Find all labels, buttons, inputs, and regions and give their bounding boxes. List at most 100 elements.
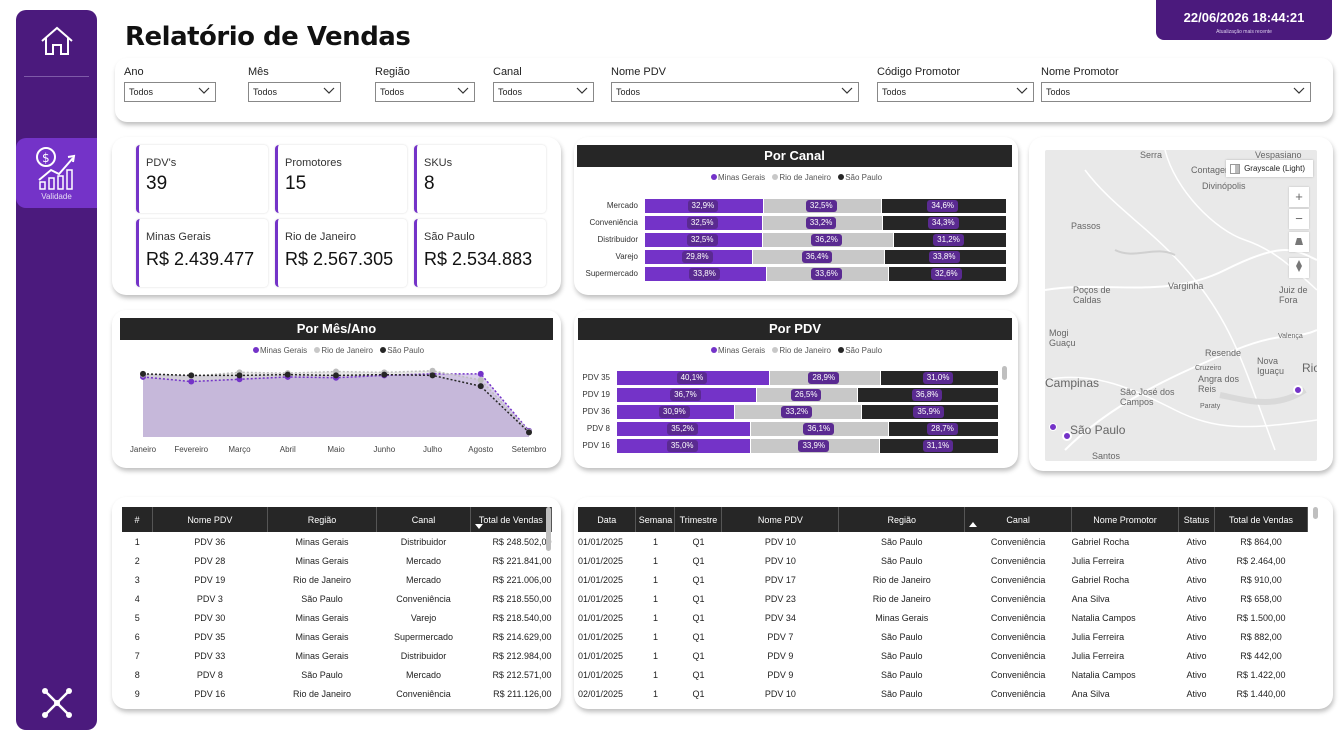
column-header[interactable]: Trimestre [674,507,723,532]
data-label: 34,3% [927,217,959,229]
data-point[interactable] [477,377,484,384]
data-point[interactable] [140,370,146,377]
table-cell: Ativo [1186,688,1207,699]
map-label: Mogi Guaçu [1049,328,1076,348]
table-row[interactable]: 6 PDV 35 Minas Gerais Supermercado R$ 214.62… [122,627,552,646]
table-row[interactable]: 01/01/2025 1 Q1 PDV 10 São Paulo Conveniência… [578,551,1308,570]
data-point[interactable] [429,372,436,379]
table-row[interactable]: 01/01/2025 1 Q1 PDV 9 São Paulo Conveniência J… [578,646,1308,665]
data-point[interactable] [188,372,195,379]
category-label: Distribuidor [597,235,638,244]
filter-regiao-dropdown[interactable]: Todos [375,82,475,102]
data-point[interactable] [381,371,388,378]
data-point[interactable] [236,372,243,379]
data-label: 28,9% [808,372,840,384]
column-header[interactable]: Status [1178,507,1215,532]
legend-label: Minas Gerais [718,173,766,182]
data-label: 36,1% [803,423,835,435]
chevron-down-icon [1016,87,1028,94]
data-point[interactable] [477,383,484,390]
data-label: 33,9% [798,440,830,452]
tilt-button[interactable] [1289,232,1309,252]
data-point[interactable] [284,371,291,378]
filter-codigo-promotor-dropdown[interactable]: Todos [877,82,1034,102]
table-cell: Mercado [406,669,442,680]
table-cell: Rio de Janeiro [872,574,931,585]
legend-marker [711,174,717,180]
table-row[interactable]: 01/01/2025 1 Q1 PDV 10 São Paulo Conveniência… [578,532,1308,551]
data-point[interactable] [477,370,484,377]
table-cell: Ativo [1186,574,1207,585]
table-row[interactable]: 8 PDV 8 São Paulo Mercado R$ 212.571,00 [122,665,552,684]
table-row[interactable]: 3 PDV 19 Rio de Janeiro Mercado R$ 221.006,0… [122,570,552,589]
column-header[interactable]: Região [838,507,966,532]
table-row[interactable]: 02/01/2025 1 Q1 PDV 10 São Paulo Conveniência… [578,684,1308,703]
table-cell: PDV 33 [194,650,226,661]
scrollbar[interactable] [1313,507,1318,519]
column-header-sorted[interactable]: Total de Vendas [470,507,553,532]
map-bubble[interactable] [1062,431,1072,441]
legend-marker [314,347,321,353]
home-icon[interactable] [39,24,75,58]
map[interactable]: Serra Contagem Divinópolis Vespasiano Pa… [1045,150,1317,461]
kpi-panel: PDV's 39 Promotores 15 SKUs 8 Minas Gera… [112,137,561,295]
legend-marker [838,347,845,353]
table-row[interactable]: 9 PDV 16 Rio de Janeiro Conveniência R$ 211.… [122,684,552,703]
zoom-in-button[interactable]: + [1289,187,1309,207]
column-header[interactable]: Total de Vendas [1214,507,1308,532]
data-point[interactable] [429,367,436,374]
table-row[interactable]: 01/01/2025 1 Q1 PDV 7 São Paulo Conveniência J… [578,627,1308,646]
table-cell: PDV 9 [767,650,794,661]
zoom-out-button[interactable]: − [1289,209,1309,229]
data-point[interactable] [188,378,195,385]
scrollbar[interactable] [1002,366,1007,380]
column-header-sorted[interactable]: Canal [964,507,1073,532]
table-row[interactable]: 1 PDV 36 Minas Gerais Distribuidor R$ 248.50… [122,532,552,551]
table-cell: 7 [134,650,140,661]
table-cell: 1 [652,593,658,604]
table-row[interactable]: 01/01/2025 1 Q1 PDV 9 São Paulo Conveniência N… [578,665,1308,684]
table-row[interactable]: 2 PDV 28 Minas Gerais Mercado R$ 221.841,00 [122,551,552,570]
column-header[interactable]: Data [578,507,637,532]
column-header[interactable]: # [122,507,153,532]
column-header[interactable]: Região [267,507,378,532]
column-header[interactable]: Nome Promotor [1071,507,1180,532]
chart-title: Por Mês/Ano [120,318,553,340]
table-cell: Minas Gerais [875,612,929,623]
map-style-toggle[interactable]: Grayscale (Light) [1226,160,1313,177]
sidebar-item-validade[interactable]: $ Validade [16,138,97,208]
column-header[interactable]: Nome PDV [152,507,268,532]
data-point[interactable] [526,429,532,436]
table-row[interactable]: 7 PDV 33 Minas Gerais Distribuidor R$ 212.98… [122,646,552,665]
column-header[interactable]: Nome PDV [721,507,840,532]
filter-mes-dropdown[interactable]: Todos [248,82,341,102]
filter-nome-promotor-dropdown[interactable]: Todos [1041,82,1311,102]
column-header[interactable]: Semana [635,507,676,532]
sales-growth-icon: $ [36,147,76,190]
filter-nome-pdv-dropdown[interactable]: Todos [611,82,859,102]
map-bubble[interactable] [1293,385,1303,395]
table-row[interactable]: 4 PDV 3 São Paulo Conveniência R$ 218.550,00 [122,589,552,608]
filter-canal-dropdown[interactable]: Todos [493,82,594,102]
compass-button[interactable] [1289,258,1309,278]
chart-title: Por PDV [578,318,1012,340]
x-tick-label: Fevereiro [174,445,208,454]
data-point[interactable] [333,372,339,379]
sidebar-item-label: Validade [41,192,72,201]
kpi-value: R$ 2.567.305 [285,249,394,269]
table-row[interactable]: 01/01/2025 1 Q1 PDV 17 Rio de Janeiro Conveni… [578,570,1308,589]
column-header[interactable]: Canal [376,507,471,532]
map-bubble[interactable] [1049,423,1057,431]
table-row[interactable]: 01/01/2025 1 Q1 PDV 23 Rio de Janeiro Conveni… [578,589,1308,608]
legend-label: São Paulo [845,346,883,355]
map-style-label: Grayscale (Light) [1244,164,1305,173]
table-cell: R$ 1.500,00 [1236,612,1286,623]
legend-marker [711,347,717,353]
network-icon[interactable] [40,686,74,720]
filter-ano-dropdown[interactable]: Todos [124,82,216,102]
table-row[interactable]: 01/01/2025 1 Q1 PDV 34 Minas Gerais Conveniên… [578,608,1308,627]
table-row[interactable]: 5 PDV 30 Minas Gerais Varejo R$ 218.540,00 [122,608,552,627]
table-cell: Supermercado [394,631,454,642]
table-cell: Gabriel Rocha [1071,536,1130,547]
scrollbar[interactable] [546,507,551,551]
